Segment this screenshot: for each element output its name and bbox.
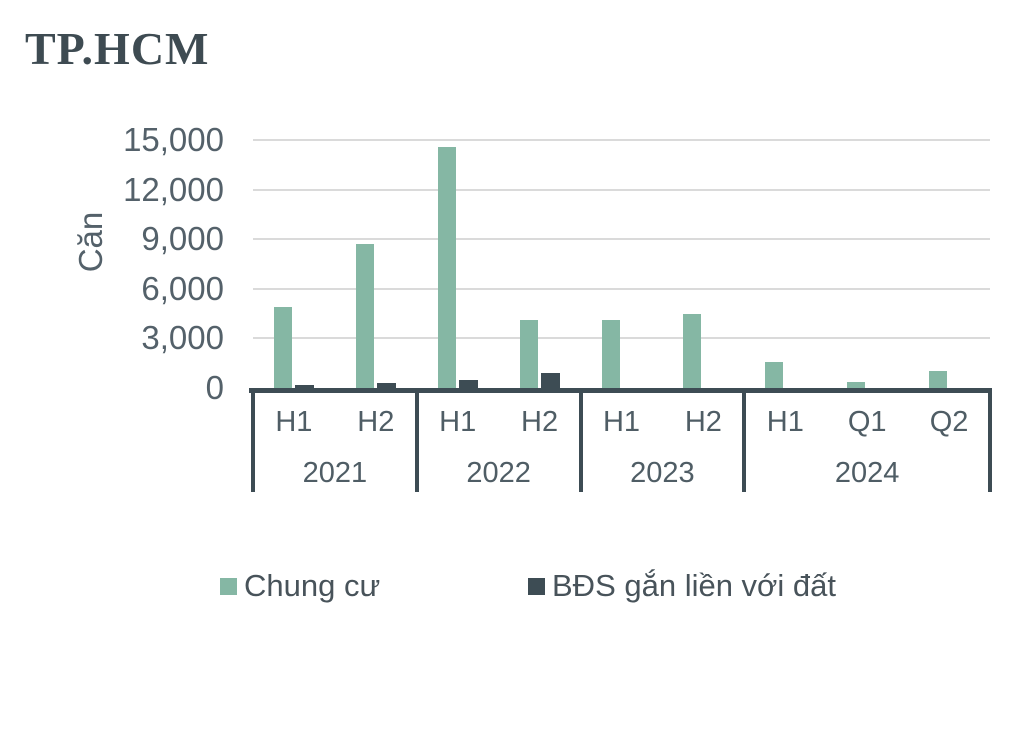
x-axis-group-divider [251,388,255,492]
gridline [253,188,990,191]
x-axis-group-divider [988,388,992,492]
bar-chung-cu [929,371,948,388]
year-label: 2024 [834,457,900,489]
y-tick-label: 15,000 [123,121,224,158]
legend-swatch-chung-cu [220,577,237,595]
period-label: H1 [439,406,477,438]
period-label: Q1 [847,406,887,438]
gridline [253,238,990,241]
gridline [253,139,990,141]
period-label: H1 [602,406,641,438]
bar-chung-cu [273,307,292,388]
bar-bds-gan-lien-voi-dat [294,385,314,388]
bar-chung-cu [437,147,456,388]
legend-swatch-bds [528,577,545,595]
y-tick-label: 3,000 [141,319,224,357]
bar-bds-gan-lien-voi-dat [376,383,396,388]
y-tick-label: 0 [205,369,224,406]
legend-label-bds: BĐS gắn liền với đất [552,568,836,603]
period-label: H1 [275,406,313,438]
legend-item-chung-cu: Chung cư [220,568,380,604]
bar-chung-cu [601,320,620,388]
gridline [253,337,990,340]
year-label: 2023 [630,457,695,489]
legend-item-bds: BĐS gắn liền với đất [528,568,836,604]
period-label: H1 [766,406,804,438]
bar-chung-cu [683,314,702,388]
x-axis-group-divider [578,388,583,492]
x-axis-baseline [249,388,992,393]
period-label: Q2 [929,406,969,438]
bar-chung-cu [355,244,374,388]
y-tick-label: 6,000 [141,269,224,307]
y-tick-label: 12,000 [123,170,224,208]
x-axis-group-divider [742,388,747,492]
bar-chung-cu [765,362,784,388]
bar-chung-cu [519,320,538,388]
x-axis-group-divider [414,388,419,492]
period-label: H2 [684,406,722,438]
y-tick-label: 9,000 [141,220,224,258]
gridline [253,287,990,290]
year-label: 2021 [302,457,368,489]
bar-bds-gan-lien-voi-dat [458,380,478,388]
legend: Chung cư BĐS gắn liền với đất [0,568,1024,608]
year-label: 2022 [466,457,531,489]
chart-title: TP.HCM [25,23,210,74]
bar-chung-cu [847,382,866,388]
period-label: H2 [357,406,395,438]
period-label: H2 [521,406,559,438]
legend-label-chung-cu: Chung cư [244,568,381,603]
bar-bds-gan-lien-voi-dat [540,373,560,388]
y-axis-title: Căn [72,211,109,273]
